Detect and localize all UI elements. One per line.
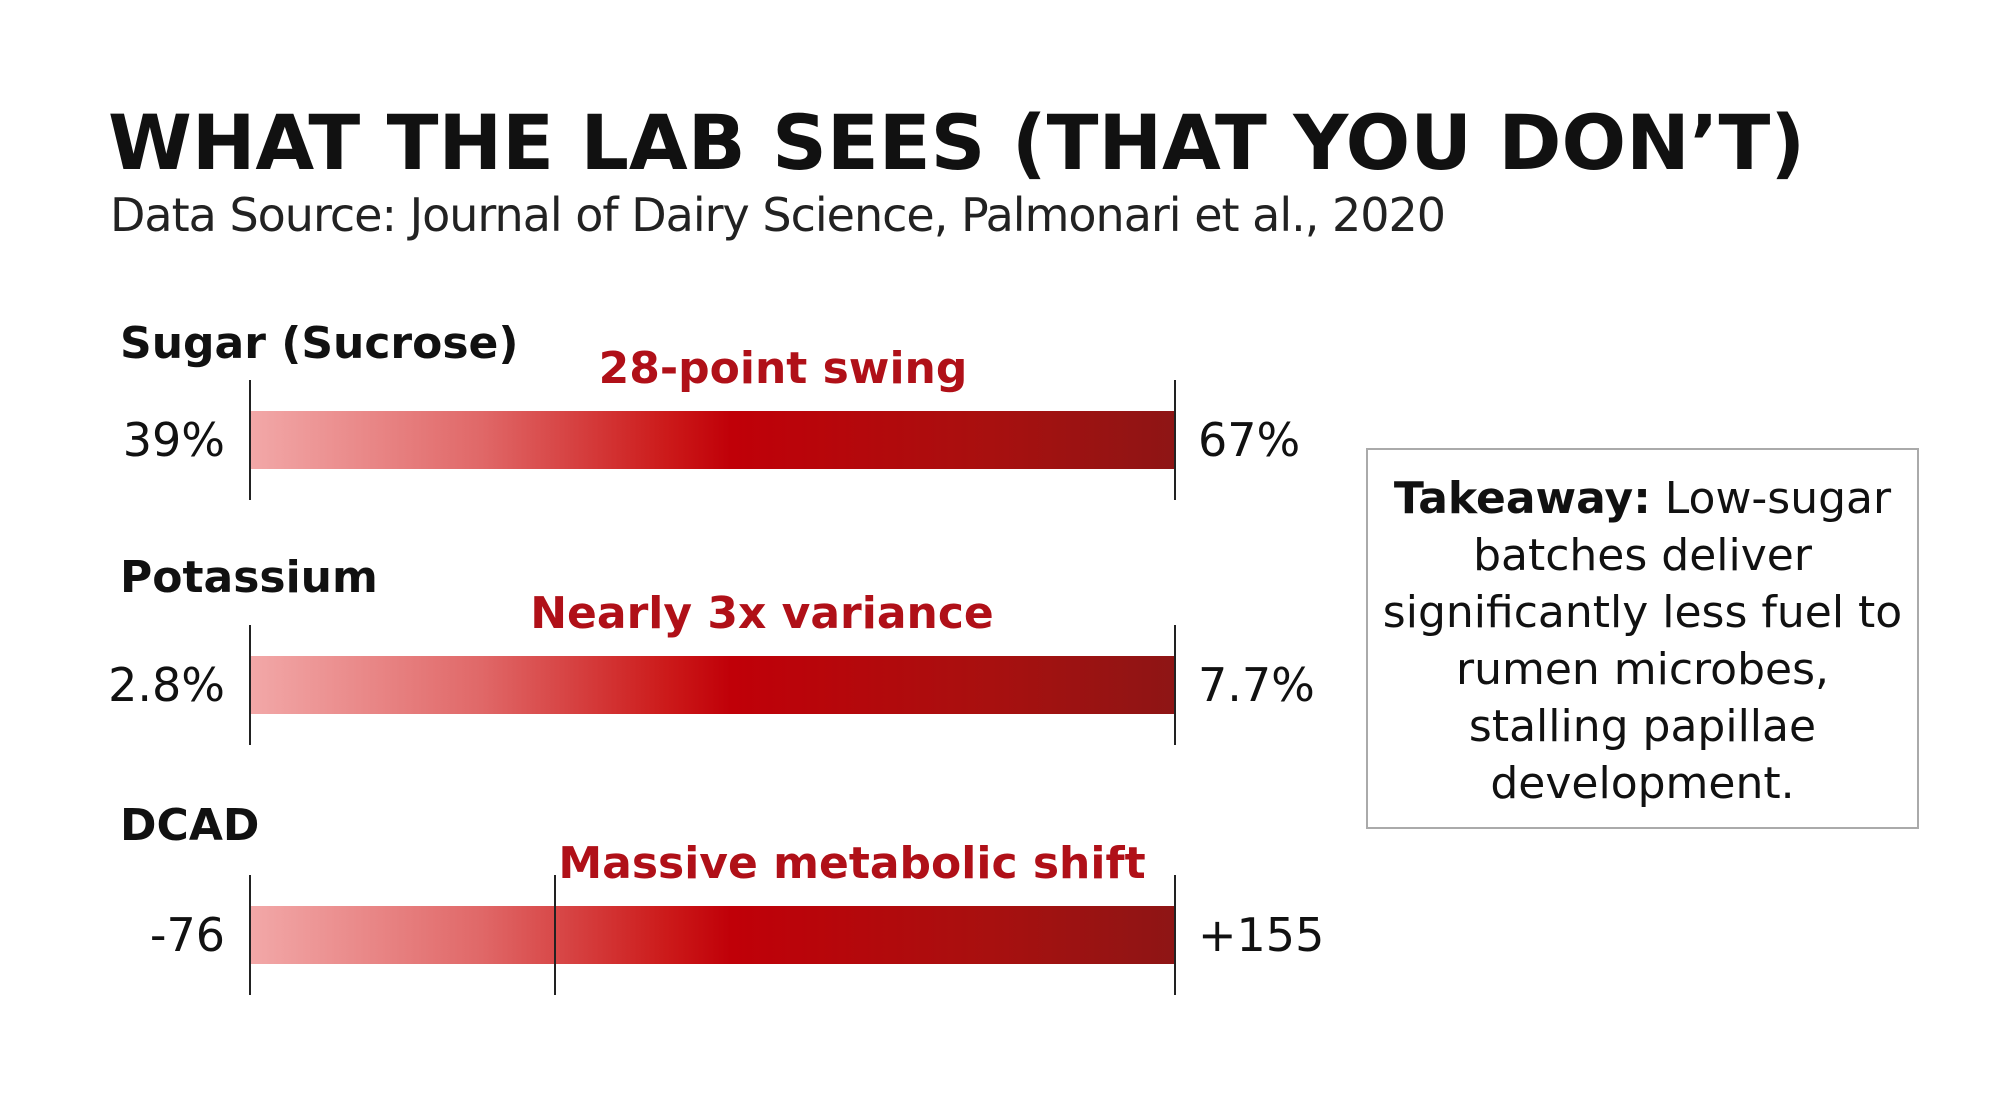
annotation: Nearly 3x variance	[530, 588, 994, 639]
zero-tick	[554, 875, 557, 995]
max-tick	[1174, 380, 1176, 500]
takeaway-label: Takeaway:	[1393, 473, 1651, 524]
max-value: 67%	[1198, 413, 1301, 467]
min-tick	[249, 625, 251, 745]
takeaway-box: Takeaway: Low-sugar batches deliver sign…	[1366, 448, 1919, 829]
chart-subtitle: Data Source: Journal of Dairy Science, P…	[110, 188, 1446, 242]
takeaway-body: Low-sugar batches deliver significantly …	[1382, 473, 1903, 809]
min-value: 2.8%	[108, 658, 225, 712]
max-tick	[1174, 875, 1176, 995]
min-value: -76	[149, 908, 225, 962]
takeaway-text: Takeaway: Low-sugar batches deliver sign…	[1368, 470, 1917, 812]
chart-title: WHAT THE LAB SEES (THAT YOU DON’T)	[108, 98, 1806, 187]
min-value: 39%	[122, 413, 225, 467]
annotation: 28-point swing	[598, 343, 968, 394]
row-label: DCAD	[120, 800, 260, 851]
max-tick	[1174, 625, 1176, 745]
max-value: +155	[1198, 908, 1325, 962]
min-tick	[249, 380, 251, 500]
row-label: Potassium	[120, 552, 378, 603]
range-bar	[250, 656, 1175, 714]
range-bar	[250, 906, 1175, 964]
max-value: 7.7%	[1198, 658, 1315, 712]
range-bar	[250, 411, 1175, 469]
row-label: Sugar (Sucrose)	[120, 318, 519, 369]
min-tick	[249, 875, 251, 995]
annotation: Massive metabolic shift	[558, 838, 1146, 889]
